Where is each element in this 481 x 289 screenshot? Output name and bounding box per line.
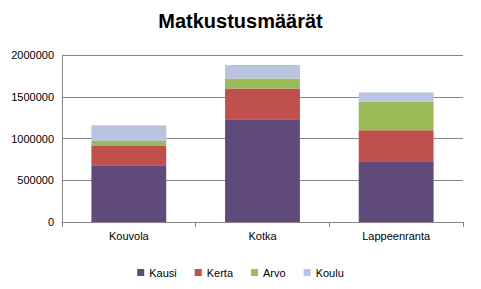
svg-text:500000: 500000 (17, 174, 54, 186)
svg-text:Arvo: Arvo (263, 267, 286, 279)
svg-text:Matkustusmäärät: Matkustusmäärät (158, 10, 323, 32)
svg-text:Kausi: Kausi (149, 267, 177, 279)
svg-text:Kouvola: Kouvola (109, 230, 150, 242)
svg-text:Koulu: Koulu (316, 267, 344, 279)
svg-text:0: 0 (48, 216, 54, 228)
svg-text:2000000: 2000000 (11, 49, 54, 61)
svg-text:Kerta: Kerta (207, 267, 234, 279)
svg-text:1000000: 1000000 (11, 133, 54, 145)
svg-text:1500000: 1500000 (11, 91, 54, 103)
svg-text:Lappeenranta: Lappeenranta (362, 230, 431, 242)
svg-text:Kotka: Kotka (248, 230, 277, 242)
